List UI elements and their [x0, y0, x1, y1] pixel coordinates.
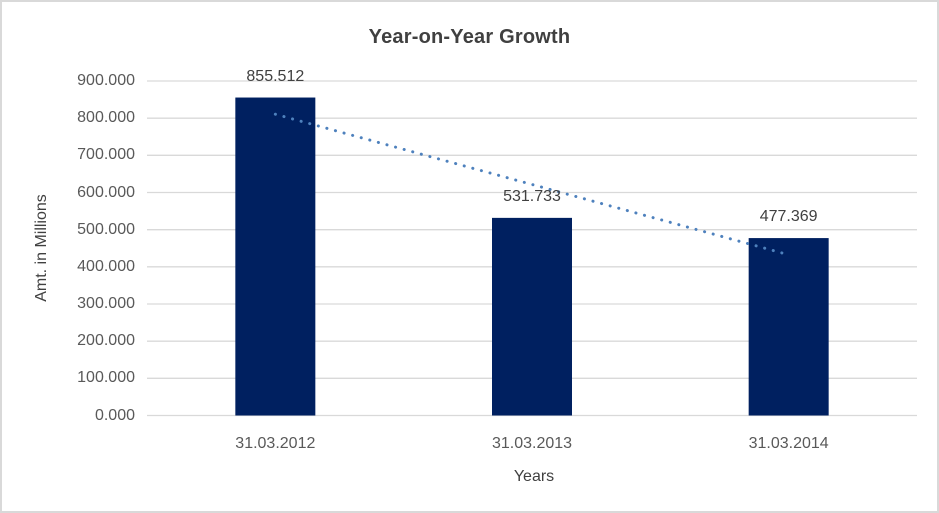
bar-31.03.2014 [748, 238, 829, 416]
x-tick-label: 31.03.2013 [491, 435, 573, 452]
y-tick-label: 800.000 [77, 109, 135, 127]
y-tick-label: 600.000 [77, 183, 135, 201]
data-label: 477.369 [759, 208, 818, 226]
data-label: 531.733 [503, 187, 561, 205]
bar-31.03.2013 [492, 217, 572, 416]
y-axis-title: Amt. in Millions [33, 194, 50, 302]
y-tick-label: 300.000 [77, 295, 135, 312]
data-label: 855.512 [246, 67, 305, 85]
trendline [273, 112, 791, 257]
chart-title: Year-on-Year Growth [368, 26, 571, 48]
x-axis-title: Years [513, 468, 555, 485]
x-tick-label: 31.03.2014 [748, 435, 829, 452]
y-tick-label: 0.000 [94, 406, 135, 424]
y-tick-label: 200.000 [77, 332, 135, 350]
x-tick-label: 31.03.2012 [235, 435, 316, 452]
y-tick-label: 400.000 [77, 257, 135, 275]
bar-31.03.2012 [235, 97, 316, 416]
y-tick-label: 900.000 [77, 72, 135, 89]
y-tick-label: 500.000 [77, 220, 135, 238]
y-tick-label: 700.000 [77, 146, 135, 164]
y-tick-label: 100.000 [77, 369, 135, 387]
